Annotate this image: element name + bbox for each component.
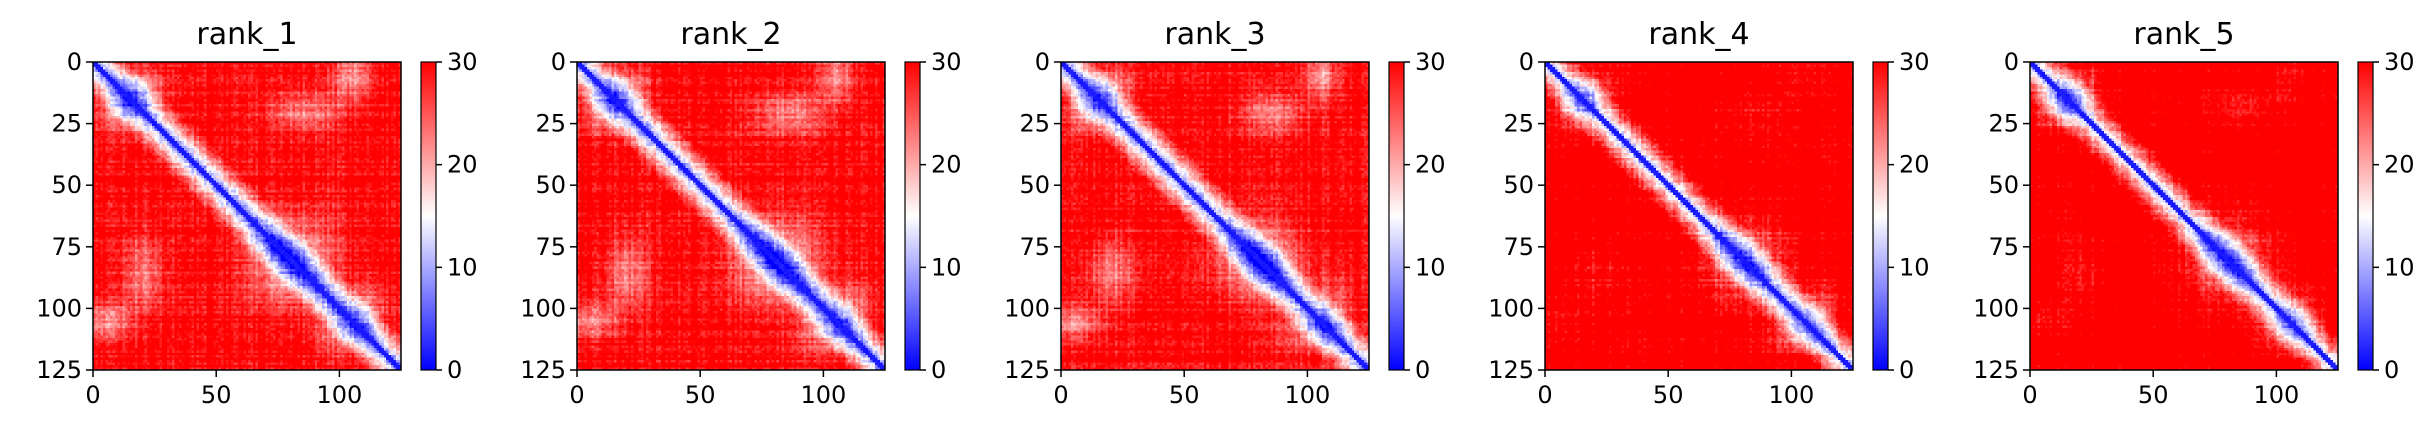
y-tick-label: 75: [1988, 233, 2019, 261]
y-tick-label: 50: [1019, 171, 1050, 199]
y-tick-label: 25: [1988, 110, 2019, 138]
y-tick-label: 125: [520, 356, 566, 384]
y-tick-label: 100: [1973, 294, 2019, 322]
y-tick-label: 0: [67, 48, 82, 76]
y-tick-label: 25: [1019, 110, 1050, 138]
colorbar: [1388, 61, 1405, 371]
y-tick-label: 100: [520, 294, 566, 322]
y-tick-label: 100: [1488, 294, 1534, 322]
y-tick-label: 100: [1004, 294, 1050, 322]
heatmap-image: [577, 62, 885, 370]
x-tick-label: 0: [569, 381, 584, 409]
y-tick-label: 25: [51, 110, 82, 138]
x-tick-label: 50: [2138, 381, 2169, 409]
colorbar-tick-label: 30: [931, 48, 962, 76]
y-tick-label: 0: [1035, 48, 1050, 76]
x-tick-label: 100: [316, 381, 362, 409]
colorbar-tick-label: 20: [1415, 151, 1446, 179]
colorbar-tick-label: 10: [1899, 253, 1930, 281]
x-tick-label: 50: [201, 381, 232, 409]
colorbar-tick-label: 10: [2384, 253, 2415, 281]
heatmap-image: [93, 62, 401, 370]
x-tick-label: 0: [1537, 381, 1552, 409]
y-tick-label: 50: [535, 171, 566, 199]
axes-frame: [1060, 61, 1370, 371]
colorbar: [1872, 61, 1889, 371]
colorbar-tick-label: 30: [1899, 48, 1930, 76]
y-tick-label: 100: [36, 294, 82, 322]
colorbar: [420, 61, 437, 371]
y-tick-label: 0: [1519, 48, 1534, 76]
x-tick-label: 100: [2253, 381, 2299, 409]
heatmap-image: [1545, 62, 1853, 370]
colorbar-tick-label: 30: [447, 48, 478, 76]
y-tick-label: 0: [2004, 48, 2019, 76]
y-tick-label: 0: [551, 48, 566, 76]
colorbar: [2357, 61, 2374, 371]
axes-frame: [576, 61, 886, 371]
colorbar-tick-label: 0: [1415, 356, 1430, 384]
y-tick-label: 50: [51, 171, 82, 199]
y-tick-label: 125: [36, 356, 82, 384]
colorbar-tick-label: 10: [447, 253, 478, 281]
x-tick-label: 50: [685, 381, 716, 409]
y-tick-label: 125: [1973, 356, 2019, 384]
panel-title: rank_4: [1648, 17, 1749, 52]
panel-title: rank_5: [2133, 17, 2234, 52]
x-tick-label: 50: [1653, 381, 1684, 409]
x-tick-label: 0: [2022, 381, 2037, 409]
x-tick-label: 0: [85, 381, 100, 409]
axes-frame: [2029, 61, 2339, 371]
y-tick-label: 125: [1488, 356, 1534, 384]
heatmap-image: [1061, 62, 1369, 370]
colorbar-tick-label: 0: [1899, 356, 1914, 384]
y-tick-label: 75: [1503, 233, 1534, 261]
x-tick-label: 50: [1169, 381, 1200, 409]
colorbar: [904, 61, 921, 371]
colorbar-tick-label: 10: [931, 253, 962, 281]
colorbar-tick-label: 30: [2384, 48, 2415, 76]
panel-title: rank_1: [196, 17, 297, 52]
colorbar-tick-label: 10: [1415, 253, 1446, 281]
colorbar-tick-label: 0: [447, 356, 462, 384]
colorbar-tick-label: 0: [931, 356, 946, 384]
x-tick-label: 100: [1284, 381, 1330, 409]
heatmap-image: [2030, 62, 2338, 370]
colorbar-tick-label: 20: [447, 151, 478, 179]
axes-frame: [92, 61, 402, 371]
y-tick-label: 25: [1503, 110, 1534, 138]
x-tick-label: 100: [800, 381, 846, 409]
colorbar-tick-label: 30: [1415, 48, 1446, 76]
y-tick-label: 50: [1988, 171, 2019, 199]
y-tick-label: 75: [51, 233, 82, 261]
panel-title: rank_3: [1164, 17, 1265, 52]
panel-title: rank_2: [680, 17, 781, 52]
colorbar-tick-label: 20: [1899, 151, 1930, 179]
x-tick-label: 0: [1053, 381, 1068, 409]
y-tick-label: 75: [1019, 233, 1050, 261]
y-tick-label: 125: [1004, 356, 1050, 384]
colorbar-tick-label: 0: [2384, 356, 2399, 384]
x-tick-label: 100: [1768, 381, 1814, 409]
colorbar-tick-label: 20: [2384, 151, 2415, 179]
y-tick-label: 75: [535, 233, 566, 261]
axes-frame: [1544, 61, 1854, 371]
y-tick-label: 50: [1503, 171, 1534, 199]
colorbar-tick-label: 20: [931, 151, 962, 179]
y-tick-label: 25: [535, 110, 566, 138]
